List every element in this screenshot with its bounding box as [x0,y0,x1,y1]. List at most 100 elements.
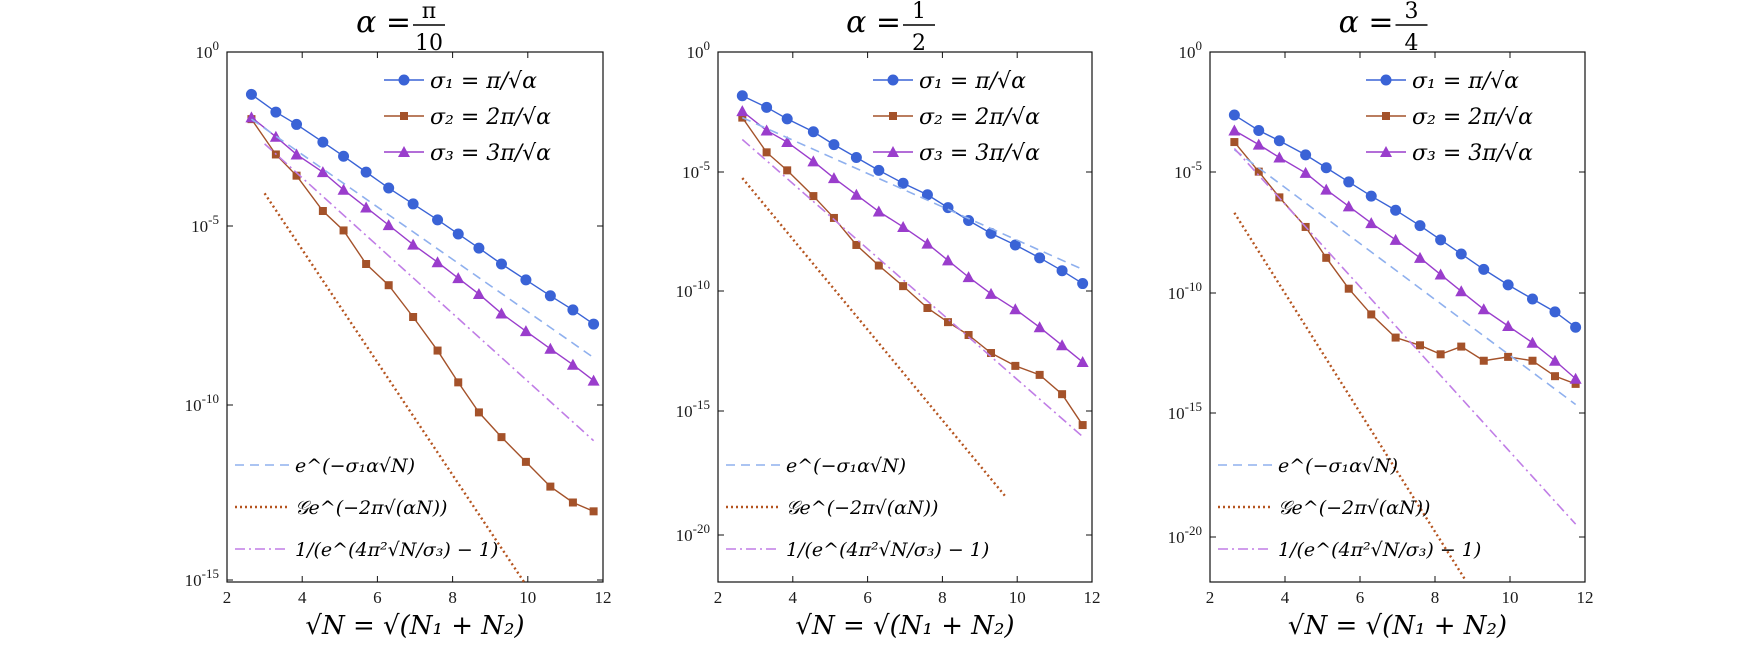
data-point [923,303,932,312]
data-point [474,408,483,417]
data-point [1551,372,1559,381]
data-point [431,256,444,268]
x-tick-label: 6 [863,588,872,607]
data-point [1382,112,1390,120]
legend-entry: 1/(e^(4π²√N/σ₃) − 1) [786,539,989,561]
data-point [781,113,793,125]
data-point [339,226,348,235]
x-tick-label: 8 [448,588,457,607]
data-point [985,287,998,299]
legend-entry: σ₃ = 3π/√α [430,141,551,166]
data-point [544,342,557,354]
data-point [407,198,419,210]
y-tick-label: 100 [196,38,220,62]
data-point [521,457,530,466]
data-point [887,146,899,157]
data-point [873,164,885,176]
data-point [452,272,465,284]
data-point [1455,285,1468,297]
data-point [1228,124,1241,136]
data-point [1253,124,1265,136]
data-point [384,281,393,290]
panel-title: α = [1339,5,1394,40]
data-point [318,207,327,215]
legend-entry: σ₁ = π/√α [919,69,1026,94]
data-point [1011,361,1020,370]
data-point [360,166,372,178]
series-triangle-line [1234,129,1577,380]
x-axis-label: √N = √(N₁ + N₂) [795,611,1014,641]
legend-entry: σ₂ = 2π/√α [430,105,551,130]
x-tick-label: 8 [938,588,947,607]
title-denominator: 2 [912,31,926,56]
panel-title: α = [846,5,901,40]
chart-panel-3: α = 3 4 2 4 6 8 10 12 100 10-5 10-10 10-15 10-20 √N = … [1168,0,1594,641]
data-point [872,205,885,217]
x-tick-label: 2 [1206,588,1215,607]
data-point [1389,233,1402,245]
data-point [1549,354,1561,366]
data-point [291,118,303,130]
data-point [495,258,507,270]
data-point [897,177,909,189]
data-point [1343,176,1355,188]
data-point [1058,390,1067,399]
data-point [1365,190,1377,202]
data-point [433,346,442,355]
legend-entry: 𝒢e^(−2π√(αN)) [295,497,447,519]
data-point [452,228,464,240]
data-point [1342,200,1355,212]
y-tick-label: 10-15 [676,397,710,421]
data-point [1076,356,1089,368]
series-circle-line [251,93,594,325]
data-point [807,126,819,138]
data-point [781,136,794,148]
data-point [1570,321,1582,333]
series-triangle-line [741,110,1084,363]
x-tick-label: 2 [223,588,232,607]
title-denominator: 10 [415,31,443,56]
legend-entry: 1/(e^(4π²√N/σ₃) − 1) [295,539,498,561]
x-tick-label: 6 [1356,588,1365,607]
series-triangle-line [251,116,595,382]
x-tick-label: 4 [789,588,798,607]
data-point [472,288,485,300]
y-tick-label: 10-20 [1168,523,1202,547]
data-point [921,237,934,249]
data-point [245,88,257,100]
data-point [827,172,840,184]
data-point [495,307,508,319]
legend-entry: σ₂ = 2π/√α [919,105,1040,130]
x-tick-label: 4 [298,588,307,607]
y-tick-label: 10-10 [676,277,710,301]
data-point [1320,183,1333,195]
series-dashed-line [250,118,595,359]
data-point [1526,336,1539,348]
data-point [828,139,840,151]
data-point [546,482,555,491]
panel-title: α = [356,5,411,40]
title-numerator: 3 [1405,0,1419,24]
data-point [736,105,749,117]
data-point [1527,293,1538,305]
data-point [1273,151,1286,163]
data-point [762,148,771,157]
x-axis-label: √N = √(N₁ + N₂) [305,611,524,641]
y-tick-label: 100 [1179,38,1203,62]
data-point [1549,306,1561,318]
legend-entry: e^(−σ₁α√N) [786,455,906,477]
legend-entry: σ₂ = 2π/√α [1412,105,1533,130]
series-dashed-line [1233,149,1577,406]
data-point [736,90,748,102]
data-point [1502,279,1514,291]
legend-entry: e^(−σ₁α√N) [295,455,415,477]
data-point [360,201,373,213]
y-tick-label: 10-5 [1174,158,1202,182]
y-tick-label: 10-5 [682,158,710,182]
legend-entry: σ₁ = π/√α [1412,69,1519,94]
data-point [1228,109,1240,121]
data-point [269,130,282,142]
data-point [587,374,600,386]
y-tick-label: 10-10 [1168,279,1202,303]
